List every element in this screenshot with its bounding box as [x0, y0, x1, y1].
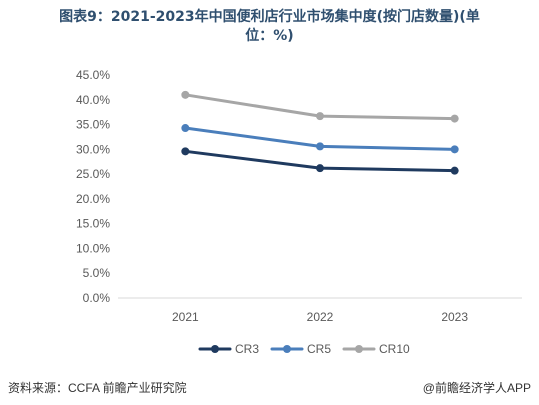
data-point-cr5 — [181, 124, 190, 133]
x-tick-label: 2023 — [441, 310, 468, 324]
data-point-cr5 — [450, 145, 459, 154]
legend-marker-cr10 — [355, 345, 363, 353]
brand-credit: @前瞻经济学人APP — [422, 381, 531, 395]
y-tick-label: 25.0% — [76, 167, 110, 181]
footer: 资料来源：CCFA 前瞻产业研究院 @前瞻经济学人APP — [0, 374, 539, 405]
chart-title: 图表9：2021-2023年中国便利店行业市场集中度(按门店数量)(单 位：%) — [0, 8, 539, 46]
y-tick-label: 45.0% — [76, 68, 110, 82]
x-tick-label: 2021 — [172, 310, 199, 324]
y-tick-label: 20.0% — [76, 192, 110, 206]
source-note: 资料来源：CCFA 前瞻产业研究院 — [8, 381, 187, 395]
legend-marker-cr5 — [283, 345, 291, 353]
data-point-cr5 — [316, 142, 324, 151]
legend-label-cr10: CR10 — [379, 342, 410, 356]
legend-marker-cr3 — [211, 345, 219, 353]
data-point-cr3 — [450, 166, 459, 175]
data-point-cr10 — [181, 90, 190, 99]
data-point-cr3 — [181, 147, 190, 156]
chart-title-line-1: 图表9：2021-2023年中国便利店行业市场集中度(按门店数量)(单 — [59, 9, 480, 25]
y-tick-label: 35.0% — [76, 118, 110, 132]
x-tick-label: 2022 — [307, 310, 334, 324]
line-chart: 0.0% 5.0% 10.0% 15.0% 20.0% 25.0% 30.0% 35.0% 40… — [76, 68, 522, 356]
data-point-cr10 — [450, 114, 459, 123]
y-tick-label: 30.0% — [76, 142, 110, 156]
y-tick-label: 40.0% — [76, 93, 110, 107]
legend-label-cr3: CR3 — [235, 342, 259, 356]
y-tick-label: 15.0% — [76, 217, 110, 231]
data-point-cr10 — [316, 112, 324, 121]
data-point-cr3 — [316, 164, 324, 173]
chart-title-line-2: 位：%) — [245, 28, 294, 44]
y-tick-label: 10.0% — [76, 241, 110, 255]
y-tick-label: 5.0% — [83, 266, 111, 280]
legend-label-cr5: CR5 — [307, 342, 331, 356]
y-tick-label: 0.0% — [83, 291, 111, 305]
